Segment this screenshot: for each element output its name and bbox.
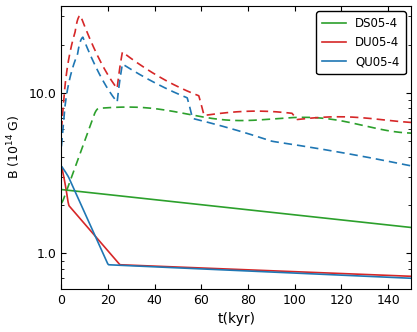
Y-axis label: B (10$^{14}$ G): B (10$^{14}$ G) [5,115,23,180]
X-axis label: t(kyr): t(kyr) [217,312,256,326]
Legend: DS05-4, DU05-4, QU05-4: DS05-4, DU05-4, QU05-4 [317,12,406,74]
